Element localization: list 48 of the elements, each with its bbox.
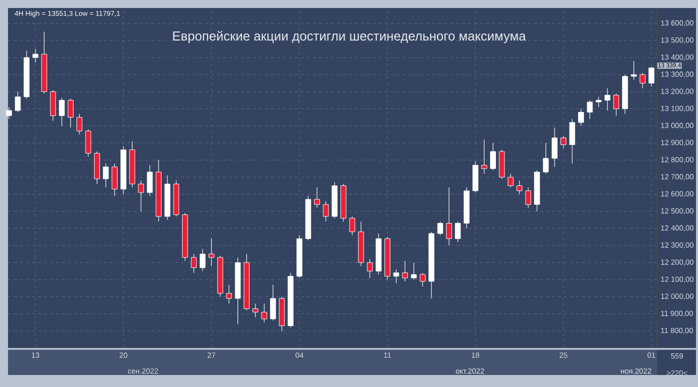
candlestick xyxy=(630,60,637,80)
candlestick xyxy=(508,173,514,188)
candlestick xyxy=(525,187,532,208)
candlestick xyxy=(208,238,214,266)
candlestick xyxy=(393,269,400,284)
candlestick xyxy=(200,248,206,272)
candlestick xyxy=(578,108,584,126)
candlestick xyxy=(542,142,549,174)
candlestick xyxy=(516,180,522,195)
candlestick xyxy=(76,114,82,135)
candlestick xyxy=(552,127,558,168)
candlestick xyxy=(322,200,329,222)
candlestick xyxy=(410,262,417,280)
candlestick xyxy=(6,106,12,120)
candlestick xyxy=(613,93,620,116)
candlestick xyxy=(604,88,610,111)
candlestick xyxy=(50,90,56,122)
candlestick xyxy=(112,163,118,196)
candlestick xyxy=(102,163,109,188)
candlestick xyxy=(586,100,593,120)
candlestick xyxy=(481,139,488,174)
candlestick xyxy=(490,142,496,171)
candlestick xyxy=(560,136,566,148)
candlestick xyxy=(252,303,258,318)
candlestick xyxy=(270,284,276,321)
candlestick xyxy=(58,97,65,126)
candlestick xyxy=(454,221,461,242)
candlestick xyxy=(596,96,602,108)
candlestick xyxy=(366,258,373,278)
candlestick xyxy=(314,187,320,208)
candlestick xyxy=(138,180,144,212)
candlestick xyxy=(446,187,452,246)
candlestick xyxy=(261,303,268,323)
candlestick xyxy=(226,284,232,304)
candlestick xyxy=(569,118,576,164)
candlestick xyxy=(349,216,356,236)
candlestick xyxy=(14,91,21,113)
candlestick xyxy=(437,221,444,236)
candlestick xyxy=(640,72,646,89)
text: Европейские акции достигли шестинедельного максимума xyxy=(173,30,526,44)
candlestick xyxy=(68,98,74,128)
candlestick xyxy=(420,272,426,287)
candlestick xyxy=(190,254,197,274)
candlestick xyxy=(648,66,654,87)
candlestick xyxy=(32,48,38,63)
candlestick xyxy=(85,129,92,157)
candlestick xyxy=(402,260,408,282)
candlestick xyxy=(146,164,153,196)
